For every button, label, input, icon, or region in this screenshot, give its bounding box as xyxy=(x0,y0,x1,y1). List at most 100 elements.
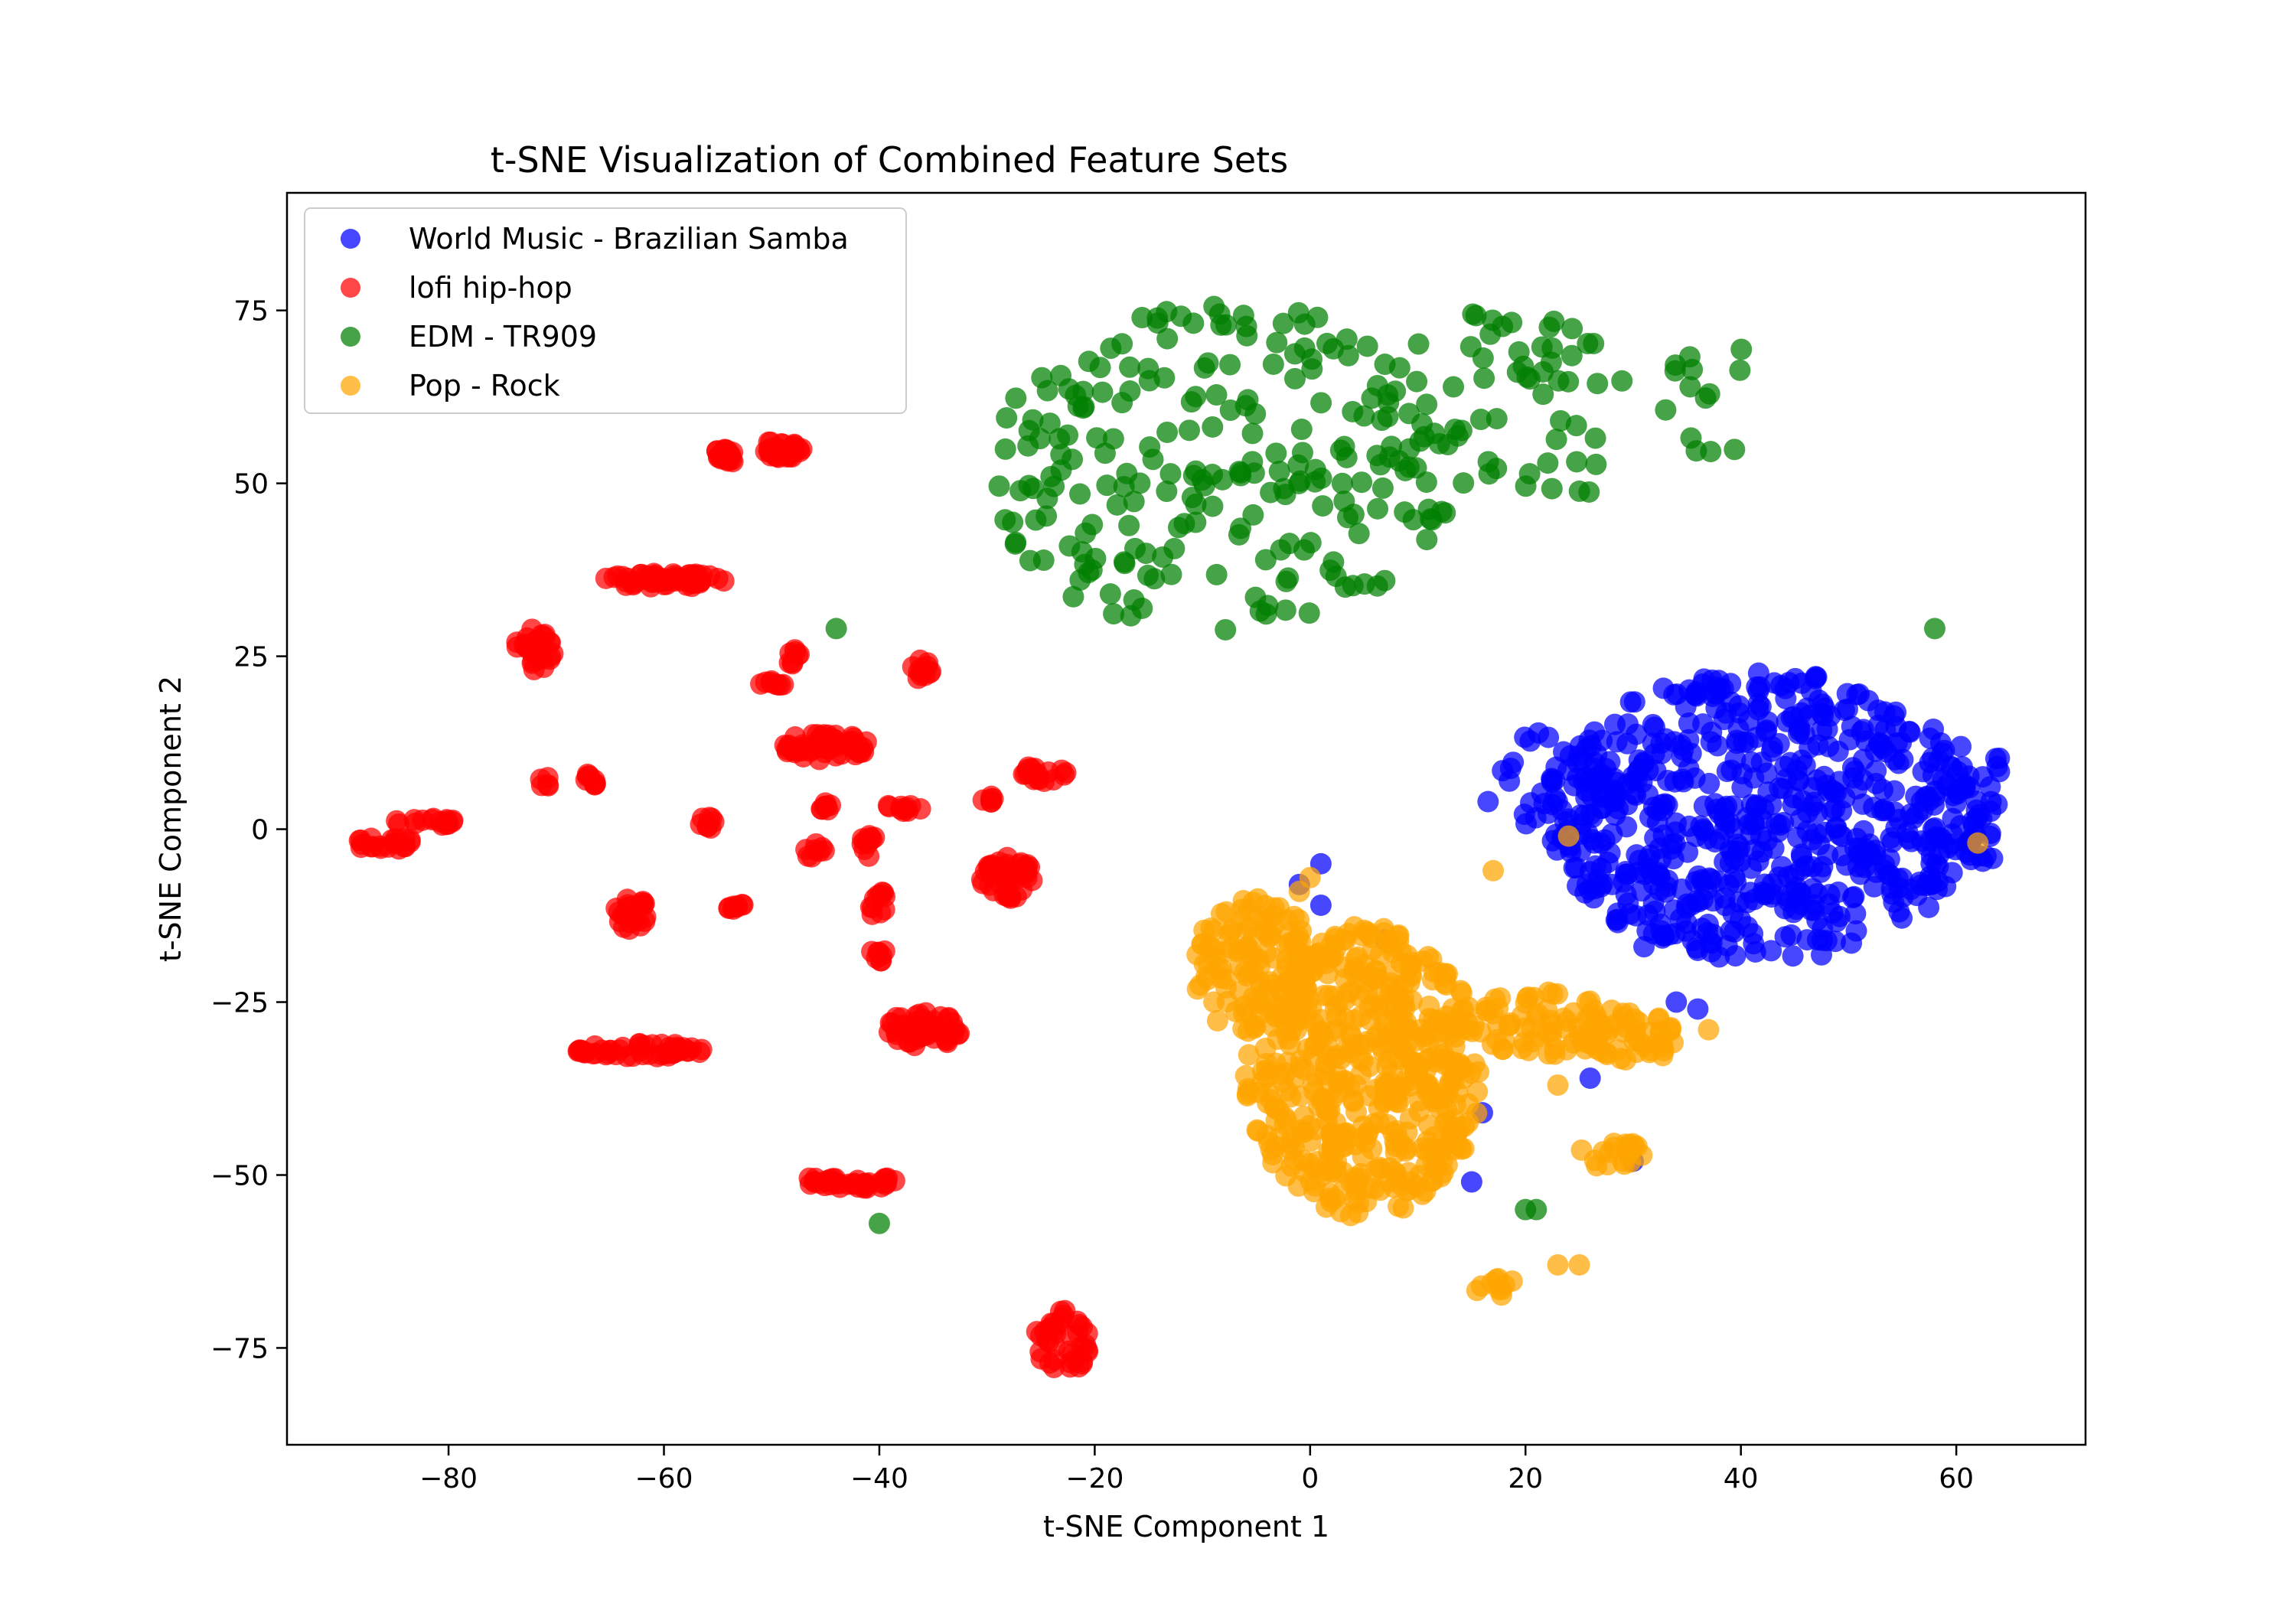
data-point xyxy=(1387,1195,1409,1217)
data-point xyxy=(1443,376,1465,398)
data-point xyxy=(1374,354,1396,376)
legend-box xyxy=(304,207,907,414)
x-tick-label: −20 xyxy=(1065,1463,1124,1495)
data-point xyxy=(1768,866,1790,888)
data-point xyxy=(1786,759,1808,781)
data-point xyxy=(1195,966,1218,988)
data-point xyxy=(1623,691,1645,713)
data-point xyxy=(1420,948,1443,970)
data-point xyxy=(1729,359,1751,381)
data-point xyxy=(1633,936,1655,958)
data-point xyxy=(883,1169,905,1191)
data-point xyxy=(1874,719,1896,741)
data-point xyxy=(690,1038,713,1061)
data-point xyxy=(1565,415,1587,437)
data-point xyxy=(760,671,782,693)
data-point xyxy=(1708,828,1730,850)
data-point xyxy=(1231,898,1253,921)
data-point xyxy=(1812,856,1834,878)
data-point xyxy=(1266,331,1288,354)
legend-label: World Music - Brazilian Samba xyxy=(409,222,849,256)
data-point xyxy=(1828,905,1851,927)
data-point xyxy=(1342,400,1364,422)
data-point xyxy=(1812,705,1835,727)
data-point xyxy=(1796,929,1818,951)
data-point xyxy=(1574,882,1596,904)
data-point xyxy=(1556,1038,1578,1061)
data-point xyxy=(1444,419,1466,441)
data-point xyxy=(868,1212,890,1234)
data-point xyxy=(1343,1188,1365,1211)
data-point xyxy=(1763,837,1785,859)
data-point xyxy=(1583,1018,1605,1040)
data-point xyxy=(1156,481,1178,503)
series-2-points xyxy=(825,295,1945,1234)
data-point xyxy=(1765,813,1787,835)
data-point xyxy=(1655,875,1678,898)
data-point xyxy=(877,794,899,817)
data-point xyxy=(403,809,426,831)
data-point xyxy=(1302,1045,1324,1068)
data-point xyxy=(1303,1081,1326,1103)
y-axis-ticks: −75 −50 −25 0 25 50 75 xyxy=(210,296,287,1364)
data-point xyxy=(1247,906,1270,928)
data-point xyxy=(1366,575,1388,597)
data-point xyxy=(1537,452,1559,474)
data-point xyxy=(1043,475,1065,497)
data-point xyxy=(1698,1019,1720,1041)
data-point xyxy=(843,727,865,749)
data-point xyxy=(1411,412,1433,435)
data-point xyxy=(1442,998,1464,1020)
data-point xyxy=(1583,1149,1606,1172)
data-point xyxy=(1103,603,1125,625)
data-point xyxy=(1664,833,1686,855)
chart-title: t-SNE Visualization of Combined Feature … xyxy=(491,139,1288,181)
data-point xyxy=(585,1042,607,1064)
data-point xyxy=(1782,787,1805,809)
data-point xyxy=(781,651,804,673)
data-point xyxy=(1591,784,1613,807)
data-point xyxy=(1293,337,1316,359)
data-point xyxy=(1475,999,1497,1022)
data-point xyxy=(870,950,892,972)
data-point xyxy=(1802,795,1824,817)
data-point xyxy=(1482,859,1505,882)
data-point xyxy=(1327,1081,1349,1103)
data-point xyxy=(1409,1165,1431,1187)
data-point xyxy=(1616,732,1639,755)
data-point xyxy=(1584,427,1606,449)
data-point xyxy=(1272,312,1294,334)
data-point xyxy=(1137,564,1159,586)
data-point xyxy=(1385,1167,1407,1189)
data-point xyxy=(1094,442,1116,464)
legend-marker xyxy=(341,278,360,298)
data-point xyxy=(1071,1353,1093,1375)
data-point xyxy=(638,1043,660,1065)
data-point xyxy=(1525,807,1547,829)
data-point xyxy=(530,768,552,790)
data-point xyxy=(1465,305,1487,327)
data-point xyxy=(1244,586,1267,608)
data-point xyxy=(1538,316,1561,338)
data-point xyxy=(1591,873,1613,895)
data-point xyxy=(1004,533,1026,555)
data-point xyxy=(1324,927,1346,950)
data-point xyxy=(1502,751,1525,774)
data-point xyxy=(1215,618,1237,641)
data-point xyxy=(1920,845,1942,867)
data-point xyxy=(1671,745,1693,768)
data-point xyxy=(1761,736,1783,758)
data-point xyxy=(823,729,846,751)
data-point xyxy=(1547,1253,1569,1276)
data-point xyxy=(1310,392,1332,414)
data-point xyxy=(1487,1267,1509,1289)
data-point xyxy=(1310,467,1332,489)
data-point xyxy=(1322,337,1345,360)
data-point xyxy=(633,892,655,914)
data-point xyxy=(1137,357,1159,380)
data-point xyxy=(583,769,605,791)
data-point xyxy=(1197,352,1219,374)
data-point xyxy=(1971,850,1994,872)
data-point xyxy=(1376,1113,1398,1136)
data-point xyxy=(825,745,847,767)
